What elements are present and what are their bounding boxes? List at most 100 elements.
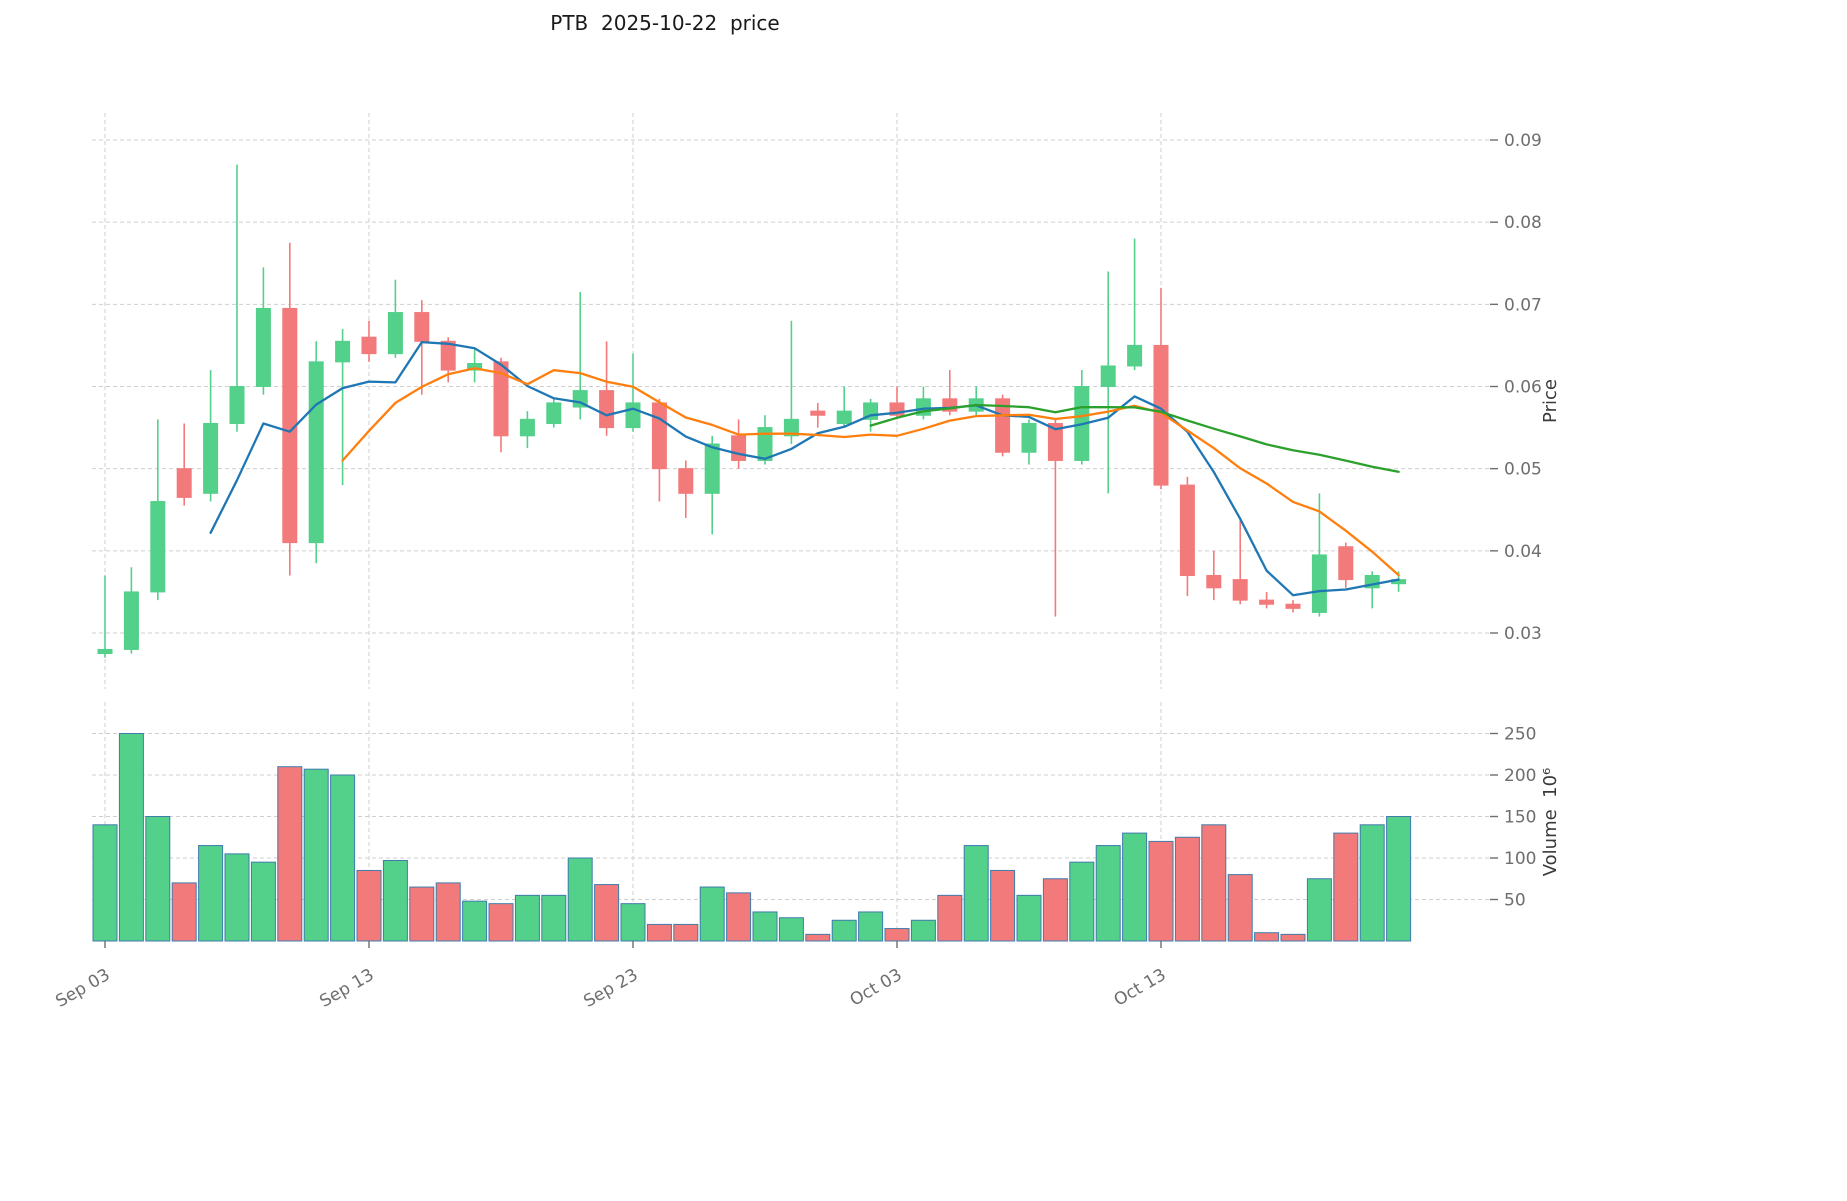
price-tick-label: 0.05: [1504, 460, 1542, 480]
candle-body: [1311, 554, 1327, 613]
volume-bar: [488, 903, 514, 942]
candle-body: [97, 648, 113, 655]
volume-bar: [752, 911, 778, 942]
ma-line-ma30: [869, 403, 1400, 473]
volume-tick-label: 150: [1504, 808, 1536, 828]
volume-tick-label: 100: [1504, 849, 1536, 869]
candle-body: [1179, 484, 1195, 576]
volume-bar: [356, 869, 382, 942]
volume-bar: [831, 919, 857, 942]
volume-bar: [594, 884, 620, 942]
volume-bar: [1333, 832, 1359, 942]
volume-bar: [462, 900, 488, 942]
candle-body: [308, 361, 324, 544]
volume-series: [92, 733, 1412, 942]
moving-average-lines: [209, 340, 1400, 597]
volume-bar: [330, 774, 356, 942]
candle-body: [1338, 546, 1354, 581]
candle-body: [1206, 574, 1222, 589]
candle-body: [123, 591, 139, 650]
x-tick-label: Sep 13: [316, 965, 377, 1012]
candle-body: [150, 501, 166, 593]
candle-body: [440, 340, 456, 371]
chart-title: PTB 2025-10-22 price: [550, 11, 779, 35]
volume-bar: [1201, 824, 1227, 942]
x-tick-label: Sep 23: [580, 965, 641, 1012]
volume-bar: [224, 853, 250, 942]
volume-bar: [303, 768, 329, 942]
volume-bar: [620, 903, 646, 942]
price-tick-label: 0.09: [1504, 131, 1542, 151]
volume-bar: [250, 861, 276, 942]
volume-bar: [198, 845, 224, 942]
volume-bar: [409, 886, 435, 942]
volume-bar: [1386, 816, 1412, 942]
volume-bar: [171, 882, 197, 942]
candle-body: [467, 362, 483, 371]
candle-body: [335, 340, 351, 363]
volume-bar: [646, 923, 672, 942]
volume-bar: [1016, 894, 1042, 942]
volume-bar: [145, 816, 171, 942]
volume-tick-label: 250: [1504, 725, 1536, 745]
candle-body: [1285, 603, 1301, 609]
volume-bar: [937, 894, 963, 942]
volume-bar: [726, 892, 752, 942]
volume-bar: [805, 933, 831, 942]
candle-body: [1047, 422, 1063, 461]
volume-bar: [1359, 824, 1385, 942]
volume-bar: [1306, 878, 1332, 942]
volume-bar: [1280, 933, 1306, 942]
candle-body: [229, 386, 245, 424]
volume-bar: [963, 845, 989, 942]
candle-body: [625, 402, 641, 429]
candle-body: [651, 402, 667, 470]
volume-bar: [92, 824, 118, 942]
candle-body: [1232, 579, 1248, 601]
volume-bar: [514, 894, 540, 942]
volume-bar: [567, 857, 593, 942]
candle-body: [387, 312, 403, 355]
price-axis-title: Price: [1540, 379, 1561, 423]
volume-bar: [858, 911, 884, 942]
candle-body: [995, 398, 1011, 453]
volume-bar: [1148, 840, 1174, 942]
price-tick-label: 0.04: [1504, 542, 1542, 562]
x-tick-label: Oct 13: [1111, 965, 1170, 1011]
candle-body: [176, 468, 192, 498]
x-tick-label: Oct 03: [847, 965, 906, 1011]
volume-bar: [910, 919, 936, 942]
volume-bar: [884, 928, 910, 942]
candle-body: [255, 307, 271, 388]
candle-body: [704, 443, 720, 494]
volume-bar: [541, 894, 567, 942]
candle-body: [361, 336, 377, 355]
candle-body: [414, 312, 430, 342]
candle-body: [1100, 365, 1116, 388]
candle-body: [519, 418, 535, 437]
x-tick-label: Sep 03: [52, 965, 113, 1012]
volume-bar: [1069, 861, 1095, 942]
price-tick-label: 0.08: [1504, 213, 1542, 233]
candle-body: [836, 410, 852, 424]
volume-tick-label: 200: [1504, 766, 1536, 786]
volume-bar: [1174, 836, 1200, 942]
volume-axis-title: Volume 10⁶: [1540, 768, 1561, 877]
candle-body: [678, 468, 694, 494]
volume-bar: [1095, 845, 1121, 942]
candle-body: [203, 422, 219, 494]
volume-bar: [382, 859, 408, 942]
ma-line-ma5: [209, 340, 1400, 597]
candle-body: [1259, 599, 1275, 605]
volume-bar: [1122, 832, 1148, 942]
volume-bar: [778, 917, 804, 942]
volume-bar: [1227, 874, 1253, 942]
axis-tick-labels: 0.03 0.04 0.05 0.06 0.07 0.08 0.09 50 100 150 200 2…: [52, 131, 1542, 1012]
candle-body: [599, 390, 615, 429]
volume-bar: [118, 733, 144, 942]
volume-bar: [673, 923, 699, 942]
volume-bar: [435, 882, 461, 942]
candle-body: [493, 361, 509, 437]
